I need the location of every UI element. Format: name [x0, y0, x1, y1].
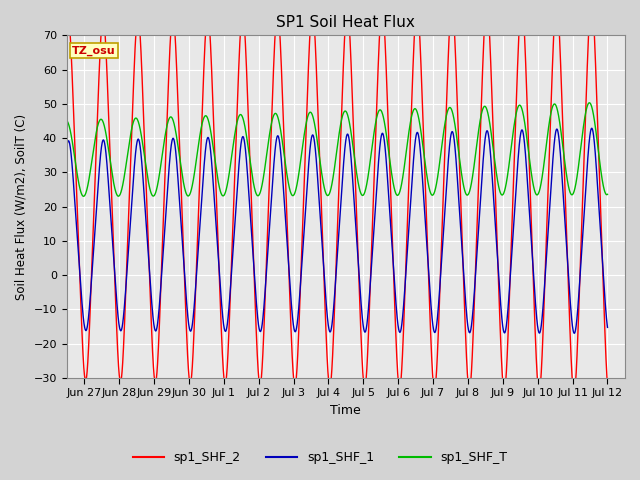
sp1_SHF_1: [604, 324, 611, 330]
sp1_SHF_1: [74, 236, 81, 241]
Line: sp1_SHF_T: sp1_SHF_T: [49, 103, 607, 196]
sp1_SHF_T: [248, 168, 255, 174]
sp1_SHF_T: [489, 144, 497, 150]
sp1_SHF_T: [376, 107, 383, 113]
sp1_SHF_1: [588, 125, 596, 131]
Line: sp1_SHF_2: sp1_SHF_2: [49, 0, 607, 393]
sp1_SHF_1: [489, 185, 497, 191]
sp1_SHF_2: [376, 31, 383, 37]
sp1_SHF_2: [588, 0, 595, 3]
sp1_SHF_2: [570, 390, 578, 396]
Y-axis label: Soil Heat Flux (W/m2), SoilT (C): Soil Heat Flux (W/m2), SoilT (C): [15, 114, 28, 300]
sp1_SHF_T: [45, 193, 53, 199]
sp1_SHF_2: [604, 382, 611, 388]
sp1_SHF_2: [45, 369, 53, 375]
sp1_SHF_T: [74, 172, 81, 178]
sp1_SHF_1: [570, 330, 578, 336]
sp1_SHF_T: [604, 192, 611, 197]
Line: sp1_SHF_1: sp1_SHF_1: [49, 128, 607, 333]
sp1_SHF_1: [400, 298, 408, 304]
sp1_SHF_1: [376, 146, 383, 152]
sp1_SHF_2: [248, 198, 255, 204]
sp1_SHF_2: [400, 316, 408, 322]
sp1_SHF_2: [489, 121, 497, 127]
sp1_SHF_1: [460, 263, 467, 268]
Text: TZ_osu: TZ_osu: [72, 46, 116, 56]
sp1_SHF_2: [460, 264, 467, 270]
Title: SP1 Soil Heat Flux: SP1 Soil Heat Flux: [276, 15, 415, 30]
sp1_SHF_2: [74, 210, 81, 216]
sp1_SHF_1: [45, 322, 53, 328]
sp1_SHF_T: [460, 181, 467, 187]
Legend: sp1_SHF_2, sp1_SHF_1, sp1_SHF_T: sp1_SHF_2, sp1_SHF_1, sp1_SHF_T: [127, 446, 513, 469]
sp1_SHF_1: [248, 228, 255, 234]
sp1_SHF_T: [586, 100, 593, 106]
X-axis label: Time: Time: [330, 404, 361, 417]
sp1_SHF_T: [80, 193, 88, 199]
sp1_SHF_T: [400, 166, 408, 172]
